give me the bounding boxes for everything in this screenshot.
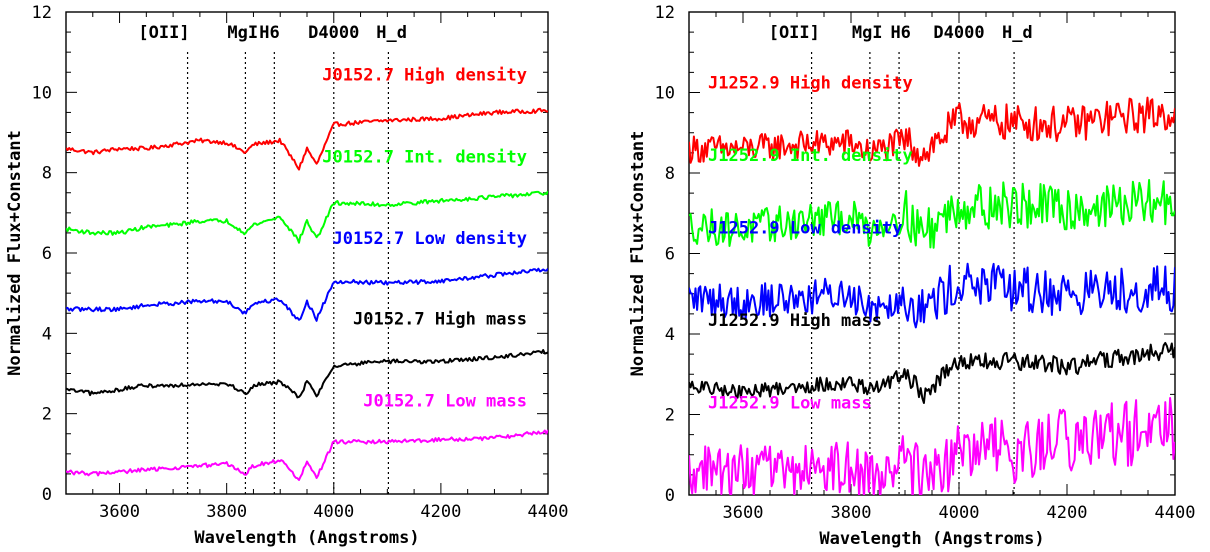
feature-label: MgI xyxy=(852,23,883,43)
spectrum-line xyxy=(689,262,1175,329)
series-label: J1252.9 Int. density xyxy=(708,146,913,166)
y-tick-label: 10 xyxy=(655,84,675,104)
feature-label: D4000 xyxy=(308,23,359,43)
x-tick-label: 3800 xyxy=(206,502,247,522)
y-axis-label: Normalized Flux+Constant xyxy=(5,130,25,376)
spectrum-line xyxy=(66,349,548,399)
spectrum-line xyxy=(66,107,548,171)
spectrum-line xyxy=(689,341,1175,404)
y-tick-label: 2 xyxy=(42,405,52,425)
y-tick-label: 10 xyxy=(32,83,52,103)
x-tick-label: 3600 xyxy=(99,502,140,522)
series-label: J0152.7 Int. density xyxy=(322,148,527,168)
spectrum-line xyxy=(689,179,1175,249)
y-tick-label: 2 xyxy=(665,406,675,426)
spectrum-line xyxy=(66,429,548,481)
x-tick-label: 4200 xyxy=(1047,503,1088,523)
series-label: J1252.9 Low mass xyxy=(708,394,872,414)
series-label: J1252.9 Low density xyxy=(708,218,902,238)
right-spectra-panel: 3600 3800 4000 4200 4400 0 2 4 6 8 10 12 Wavelength … xyxy=(628,3,1195,549)
feature-label: [OII] xyxy=(769,23,820,43)
y-tick-label: 12 xyxy=(655,3,675,23)
y-axis-label: Normalized Flux+Constant xyxy=(628,131,648,377)
y-tick-label: 6 xyxy=(665,245,675,265)
spectrum-line xyxy=(689,397,1175,495)
feature-label: H6 xyxy=(890,23,910,43)
x-tick-label: 4400 xyxy=(1155,503,1196,523)
y-tick-label: 8 xyxy=(665,164,675,184)
y-tick-label: 12 xyxy=(32,3,52,23)
x-tick-label: 3600 xyxy=(723,503,764,523)
x-tick-label: 4000 xyxy=(313,502,354,522)
x-axis-label: Wavelength (Angstroms) xyxy=(194,528,419,548)
x-tick-label: 3800 xyxy=(831,503,872,523)
feature-label: H_d xyxy=(376,23,407,43)
feature-label: H6 xyxy=(259,23,279,43)
series-label: J1252.9 High mass xyxy=(708,311,882,331)
series-label: J1252.9 High density xyxy=(708,74,913,94)
spectrum-line xyxy=(66,267,548,322)
x-tick-label: 4000 xyxy=(939,503,980,523)
left-spectra-panel: 3600 3800 4000 4200 4400 0 2 4 6 8 10 12 Wavelength … xyxy=(5,3,568,548)
y-tick-label: 8 xyxy=(42,164,52,184)
feature-label: H_d xyxy=(1002,23,1033,43)
series-label: J0152.7 High density xyxy=(322,65,527,85)
series-label: J0152.7 High mass xyxy=(353,309,527,329)
spectrum-line xyxy=(66,190,548,244)
feature-label: D4000 xyxy=(933,23,984,43)
feature-label: MgI xyxy=(227,23,258,43)
y-tick-label: 0 xyxy=(665,486,675,506)
series-label: J0152.7 Low mass xyxy=(363,392,527,412)
x-tick-label: 4400 xyxy=(528,502,569,522)
y-tick-label: 4 xyxy=(42,324,52,344)
feature-label: [OII] xyxy=(138,23,189,43)
spectrum-line xyxy=(689,96,1175,167)
x-tick-label: 4200 xyxy=(420,502,461,522)
y-tick-label: 4 xyxy=(665,325,675,345)
y-tick-label: 0 xyxy=(42,485,52,505)
y-tick-label: 6 xyxy=(42,244,52,264)
series-label: J0152.7 Low density xyxy=(333,229,527,249)
x-axis-label: Wavelength (Angstroms) xyxy=(819,529,1044,549)
